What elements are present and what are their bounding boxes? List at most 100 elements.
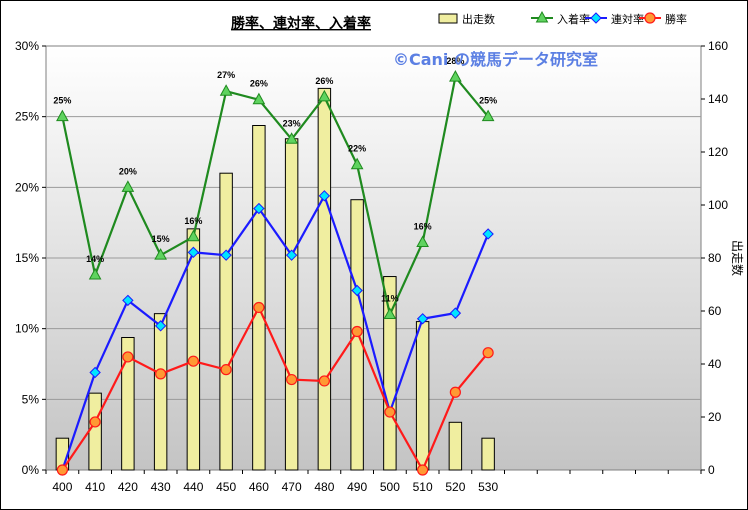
x-tick-label: 420 [118, 480, 138, 494]
x-tick-label: 410 [85, 480, 105, 494]
legend-label: 連対率 [611, 12, 644, 26]
data-label: 20% [119, 166, 137, 176]
marker-diamond [285, 249, 298, 261]
y-left-tick-label: 25% [15, 110, 39, 124]
data-label: 22% [348, 144, 366, 154]
legend-label: 勝率 [665, 12, 687, 26]
bar [88, 392, 102, 471]
bar [448, 421, 463, 471]
marker-circle [187, 355, 199, 367]
bar [219, 172, 233, 471]
marker-circle [449, 386, 461, 398]
marker-triangle [535, 10, 549, 23]
marker-diamond [449, 307, 462, 319]
series-line [61, 74, 489, 319]
y-left-tick-label: 15% [15, 251, 39, 265]
watermark: ©Cani の競馬データ研究室 [393, 50, 598, 69]
bar [317, 87, 332, 471]
marker-triangle [481, 109, 495, 122]
data-label: 14% [86, 254, 104, 264]
y-left-tick-label: 20% [15, 180, 39, 194]
marker-diamond [318, 190, 331, 202]
x-tick-label: 520 [445, 480, 465, 494]
bar [252, 125, 266, 471]
line-series: 25% 14% 20% 15% 16% 27% 26% 23% 26% 22% 11% 16% 28% 2… [53, 56, 497, 476]
x-tick-label: 530 [478, 480, 498, 494]
series-line [61, 304, 489, 473]
data-label: 11% [381, 294, 399, 304]
bar [383, 276, 397, 471]
marker-diamond [89, 366, 101, 379]
marker-diamond [590, 12, 602, 24]
marker-triangle [56, 109, 69, 122]
legend-swatch [438, 13, 458, 24]
bar-series [55, 87, 495, 471]
data-label: 26% [250, 79, 268, 89]
marker-triangle [416, 235, 429, 247]
marker-circle [318, 375, 330, 387]
y-right-tick-label: 80 [708, 251, 722, 265]
y-right-tick-label: 40 [708, 357, 722, 371]
marker-triangle [88, 267, 102, 280]
data-label: 23% [283, 118, 301, 128]
bar [153, 313, 168, 471]
marker-triangle [154, 248, 167, 260]
marker-triangle [219, 84, 233, 96]
y-right-axis-label: 出走数 [730, 240, 745, 276]
x-tick-label: 510 [413, 480, 433, 494]
marker-diamond [154, 320, 167, 332]
y-right-tick-label: 0 [708, 463, 715, 477]
marker-diamond [351, 284, 363, 297]
data-label: 25% [53, 96, 71, 106]
y-left-tick-label: 10% [15, 322, 39, 336]
marker-diamond [122, 294, 134, 307]
data-label: 16% [414, 221, 432, 231]
x-tick-label: 440 [183, 480, 203, 494]
marker-triangle [318, 89, 331, 102]
marker-diamond [416, 313, 429, 325]
legend-label: 入着率 [557, 12, 590, 26]
y-right-tick-label: 60 [708, 304, 722, 318]
marker-triangle [121, 180, 135, 192]
bar [121, 337, 135, 471]
y-left-tick-label: 0% [22, 463, 40, 477]
bar [415, 321, 430, 471]
y-right-tick-label: 120 [708, 145, 728, 159]
x-tick-label: 490 [347, 480, 367, 494]
x-tick-label: 450 [216, 480, 236, 494]
marker-circle [482, 347, 494, 359]
chart-title: 勝率、連対率、入着率 [231, 15, 371, 31]
x-tick-label: 470 [282, 480, 302, 494]
marker-diamond [482, 228, 494, 240]
marker-circle [644, 12, 656, 24]
x-tick-label: 500 [380, 480, 400, 494]
marker-triangle [383, 307, 397, 320]
y-right-tick-label: 160 [708, 39, 728, 53]
marker-circle [417, 464, 429, 476]
marker-circle [351, 325, 363, 338]
legend-label: 出走数 [462, 12, 495, 26]
marker-circle [220, 364, 232, 376]
data-label: 16% [184, 216, 202, 226]
marker-circle [253, 301, 265, 314]
marker-triangle [187, 229, 200, 242]
x-tick-label: 480 [314, 480, 334, 494]
data-label: 28% [446, 56, 464, 66]
marker-circle [384, 406, 396, 418]
marker-triangle [285, 132, 298, 144]
legend: 出走数 入着率 連対率 勝率 [438, 10, 687, 26]
y-left-tick-label: 5% [22, 392, 40, 406]
marker-circle [155, 368, 167, 380]
marker-triangle [252, 92, 266, 105]
bar [284, 138, 299, 471]
x-tick-label: 400 [52, 480, 72, 494]
data-label: 27% [217, 70, 235, 80]
marker-circle [89, 416, 101, 428]
series-line [61, 193, 490, 471]
x-tick-label: 430 [151, 480, 171, 494]
y-right-tick-label: 140 [708, 92, 728, 106]
marker-circle [286, 373, 298, 386]
axis-ticks: 0% 5% 10% 15% 20% 25% 30% 0 20 40 60 80 100 120 140 160… [15, 39, 728, 494]
